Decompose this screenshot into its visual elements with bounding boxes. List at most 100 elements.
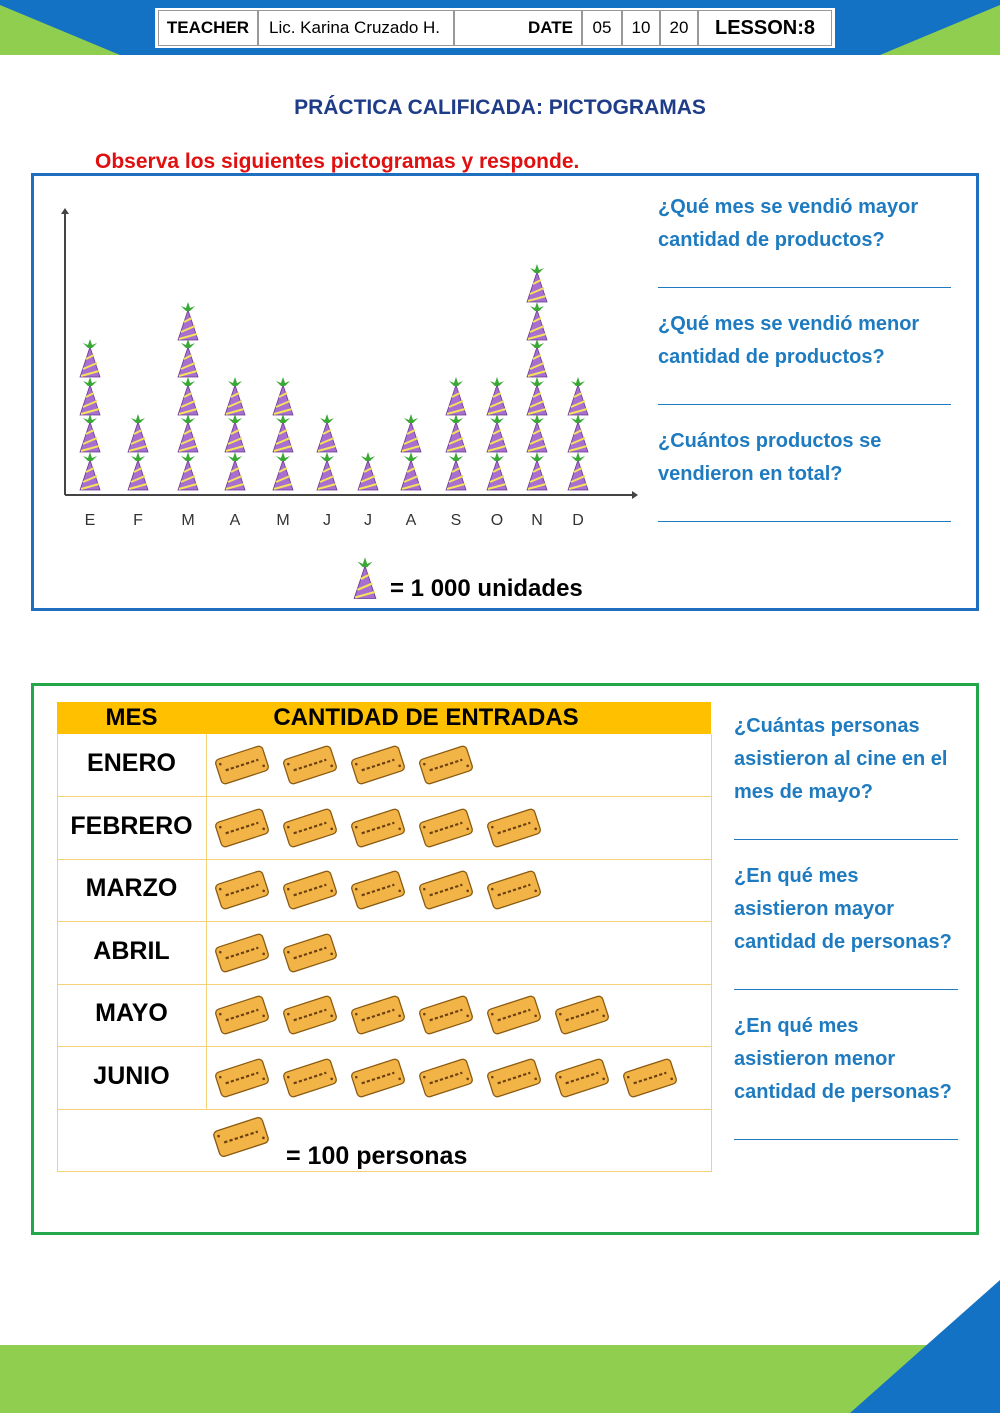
month-label: ENERO: [87, 749, 176, 777]
table-row: [57, 734, 711, 797]
header-month: MES: [105, 704, 158, 731]
category-label: O: [490, 512, 504, 529]
ticket-icon: [213, 1056, 271, 1099]
date-label: DATE: [454, 10, 582, 46]
questions2: ¿Cuántas personas asistieron al cine en …: [734, 710, 958, 1160]
hat-icon: [177, 376, 199, 416]
pictogram1-box: [31, 173, 979, 611]
ticket-icon: [417, 869, 475, 911]
hat-icon: [526, 414, 548, 454]
month-label: MAYO: [95, 999, 168, 1027]
ticket-icon: [281, 806, 339, 849]
date-year: 20: [660, 10, 698, 46]
hat-icon: [526, 376, 548, 416]
hat-icon: [400, 452, 422, 491]
answer-line: [658, 257, 951, 288]
ticket-icon: [213, 744, 271, 786]
category-label: M: [276, 512, 290, 529]
table-header: [57, 702, 711, 734]
hat-icon: [79, 414, 101, 454]
question: ¿Cuántos productos se vendieron en total…: [658, 430, 882, 485]
category-label: M: [181, 512, 195, 529]
table-row: [57, 859, 711, 922]
hat-icon: [127, 452, 149, 491]
pictogram2-box: [31, 683, 979, 1235]
pictogram2-legend: = 100 personas: [286, 1142, 468, 1170]
hat-icon: [316, 414, 338, 454]
month-label: MARZO: [85, 874, 178, 902]
hat-icon: [224, 414, 246, 454]
hat-icon: [79, 452, 101, 491]
table-row: [57, 1047, 711, 1110]
hat-icon: [357, 452, 379, 491]
teacher-name: Lic. Karina Cruzado H.: [258, 10, 454, 46]
hat-icon: [486, 452, 508, 491]
hat-icon: [177, 301, 199, 341]
hat-icon: [177, 414, 199, 454]
ticket-icon: [417, 744, 475, 786]
category-label: A: [405, 512, 417, 529]
ticket-icon: [485, 1056, 543, 1099]
hat-icon: [486, 414, 508, 454]
question: ¿En qué mes asistieron mayor cantidad de…: [734, 865, 952, 953]
answer-line: [658, 374, 951, 405]
hat-icon: [567, 376, 589, 416]
table-row: [57, 922, 711, 985]
hat-icon: [567, 452, 589, 491]
answer-line: [658, 491, 951, 522]
hat-icon: [567, 414, 589, 454]
hat-icon: [79, 376, 101, 416]
question: ¿Cuántas personas asistieron al cine en …: [734, 715, 948, 803]
table-frame: [57, 734, 712, 1172]
question: ¿Qué mes se vendió menor cantidad de pro…: [658, 313, 920, 368]
ticket-icon: [417, 1056, 475, 1099]
legend-icon: [211, 1115, 271, 1159]
category-label: N: [531, 512, 543, 529]
title: PRÁCTICA CALIFICADA: PICTOGRAMAS: [294, 96, 706, 119]
hat-icon: [445, 376, 467, 416]
pictogram1-legend: = 1 000 unidades: [390, 575, 583, 602]
answer-line: [734, 809, 958, 840]
ticket-icon: [553, 1056, 611, 1099]
category-label: E: [84, 512, 96, 529]
hat-icon: [445, 452, 467, 491]
hat-icon: [177, 452, 199, 491]
lesson: LESSON:8: [698, 10, 832, 46]
hat-icon: [486, 376, 508, 416]
hat-icon: [526, 301, 548, 341]
pictogram1-axes: [61, 208, 638, 600]
hat-icon: [177, 339, 199, 379]
answer-line: [734, 959, 958, 990]
table-row: [57, 797, 711, 860]
teacher-label: TEACHER: [158, 10, 258, 46]
ticket-icon: [281, 869, 339, 911]
table-row: [57, 984, 711, 1047]
hat-icon: [224, 452, 246, 491]
questions1: ¿Qué mes se vendió mayor cantidad de pro…: [658, 191, 951, 542]
category-label: J: [364, 512, 372, 529]
hat-icon: [272, 452, 294, 491]
ticket-icon: [281, 994, 339, 1036]
date-day: 05: [582, 10, 622, 46]
date-month: 10: [622, 10, 660, 46]
ticket-icon: [213, 994, 271, 1036]
month-label: JUNIO: [93, 1061, 170, 1090]
ticket-icon: [553, 994, 611, 1036]
hat-icon: [316, 452, 338, 491]
question: ¿Qué mes se vendió mayor cantidad de pro…: [658, 196, 919, 251]
hat-icon: [79, 339, 101, 379]
instruction: Observa los siguientes pictogramas y res…: [95, 150, 580, 173]
category-label: D: [572, 512, 584, 529]
hat-icon: [445, 414, 467, 454]
ticket-icon: [349, 994, 407, 1036]
ticket-icon: [621, 1056, 679, 1099]
ticket-icon: [485, 994, 543, 1036]
hat-icon: [526, 264, 548, 303]
ticket-icon: [417, 994, 475, 1036]
category-label: A: [229, 512, 241, 529]
hat-icon: [526, 339, 548, 379]
ticket-icon: [213, 806, 271, 849]
hat-icon: [272, 414, 294, 454]
ticket-icon: [349, 806, 407, 849]
answer-line: [734, 1109, 958, 1140]
